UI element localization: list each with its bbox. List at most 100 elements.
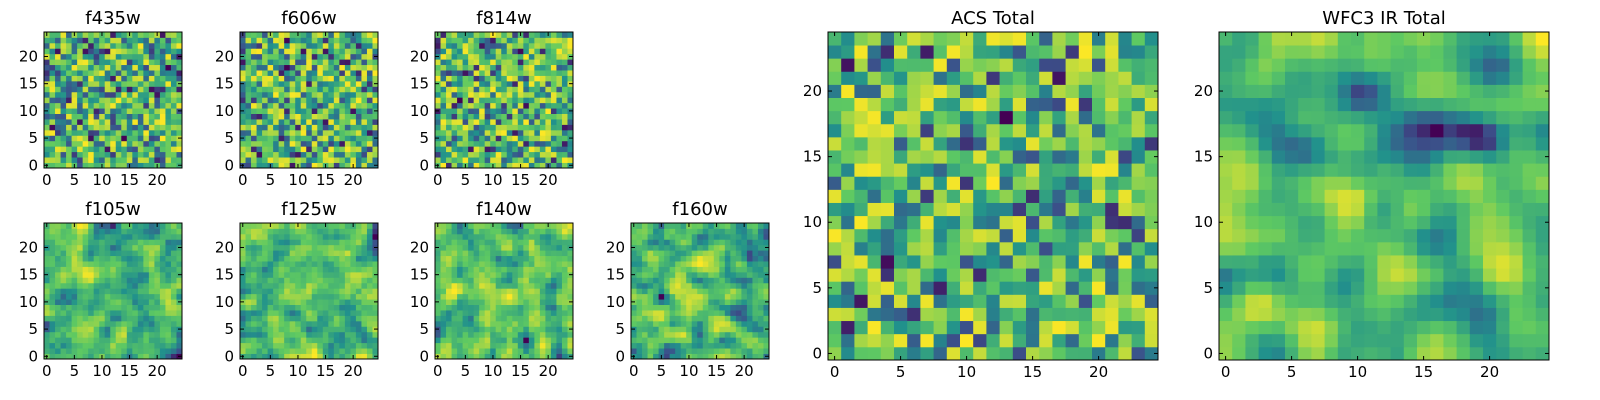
heatmap-cell (115, 124, 122, 131)
heatmap-cell (110, 48, 117, 55)
heatmap-cell (328, 239, 335, 246)
heatmap-cell (550, 310, 557, 316)
heatmap-cell (828, 215, 842, 230)
heatmap-cell (328, 233, 335, 240)
heatmap-cell (523, 239, 530, 246)
heatmap-cell (697, 250, 704, 257)
heatmap-cell (317, 255, 324, 262)
heatmap-cell (148, 48, 155, 55)
heatmap-cell (752, 244, 759, 251)
heatmap-cell (473, 331, 480, 338)
heatmap-cell (752, 228, 759, 235)
heatmap-cell (126, 277, 133, 284)
heatmap-cell (567, 337, 574, 344)
heatmap-cell (148, 102, 155, 109)
heatmap-cell (333, 293, 340, 300)
heatmap-cell (82, 261, 89, 267)
heatmap-cell (658, 261, 665, 267)
heatmap-cell (479, 64, 486, 71)
heatmap-cell (350, 48, 357, 55)
heatmap-cell (251, 91, 257, 98)
heatmap-cell (372, 86, 379, 93)
x-tick-label: 5 (461, 171, 471, 189)
heatmap-cell (71, 250, 78, 257)
heatmap-cell (528, 223, 535, 229)
heatmap-cell (165, 310, 172, 316)
heatmap-cell (88, 271, 95, 278)
heatmap-cell (121, 42, 128, 49)
heatmap-cell (154, 348, 161, 354)
heatmap-cell (289, 53, 296, 60)
heatmap-cell (66, 97, 72, 104)
heatmap-cell (132, 342, 139, 349)
heatmap-cell (457, 277, 463, 284)
heatmap-cell (143, 48, 150, 55)
heatmap-cell (137, 326, 144, 333)
heatmap-cell (344, 162, 351, 169)
heatmap-cell (484, 293, 491, 300)
heatmap-cell (545, 124, 552, 131)
heatmap-cell (468, 293, 475, 300)
heatmap-cell (735, 310, 742, 316)
heatmap-cell (273, 255, 280, 262)
heatmap-cell (1012, 215, 1027, 230)
heatmap-cell (355, 97, 362, 104)
heatmap-cell (1092, 281, 1106, 295)
heatmap-cell (284, 102, 291, 109)
heatmap-cell (528, 320, 535, 327)
heatmap-cell (300, 223, 307, 229)
heatmap-cell (115, 80, 122, 87)
heatmap-cell (44, 140, 50, 147)
heatmap-cell (973, 281, 987, 295)
heatmap-cell (550, 102, 557, 109)
heatmap-cell (556, 129, 563, 136)
heatmap-cell (735, 250, 742, 257)
heatmap-cell (907, 215, 921, 230)
heatmap-cell (104, 129, 111, 136)
heatmap-cell (273, 320, 280, 327)
heatmap-cell (240, 91, 246, 98)
heatmap-cell (284, 64, 291, 71)
heatmap-cell (256, 244, 263, 251)
heatmap-cell (675, 261, 682, 267)
heatmap-cell (333, 342, 340, 349)
heatmap-cell (372, 348, 379, 354)
heatmap-cell (344, 282, 351, 289)
heatmap-cell (567, 157, 574, 163)
heatmap-cell (1131, 294, 1146, 308)
heatmap-cell (561, 113, 568, 120)
heatmap-cell (251, 146, 257, 153)
heatmap-cell (60, 59, 67, 66)
heatmap-cell (240, 331, 246, 338)
heatmap-cell (339, 342, 346, 349)
heatmap-cell (361, 80, 368, 87)
heatmap-cell (473, 129, 480, 136)
heatmap-cell (278, 266, 285, 273)
heatmap-cell (143, 157, 150, 163)
heatmap-cell (60, 299, 67, 305)
heatmap-cell (132, 293, 139, 300)
heatmap-cell (93, 348, 100, 354)
heatmap-cell (462, 37, 469, 44)
heatmap-cell (104, 80, 111, 87)
heatmap-cell (317, 86, 324, 93)
heatmap-cell (675, 277, 682, 284)
heatmap-cell (262, 97, 268, 104)
heatmap-cell (306, 119, 313, 125)
heatmap-cell (55, 37, 61, 44)
heatmap-cell (556, 304, 563, 311)
heatmap-cell (328, 102, 335, 109)
heatmap-cell (567, 320, 574, 327)
heatmap-cell (66, 124, 72, 131)
heatmap-cell (539, 320, 546, 327)
heatmap-cell (328, 255, 335, 262)
heatmap-cell (647, 342, 654, 349)
heatmap-cell (176, 266, 183, 273)
heatmap-cell (680, 223, 687, 229)
heatmap-cell (730, 353, 737, 360)
heatmap-cell (159, 48, 166, 55)
heatmap-cell (44, 86, 50, 93)
heatmap-cell (262, 151, 268, 158)
heatmap-cell (361, 331, 368, 338)
heatmap-cell (534, 75, 541, 82)
